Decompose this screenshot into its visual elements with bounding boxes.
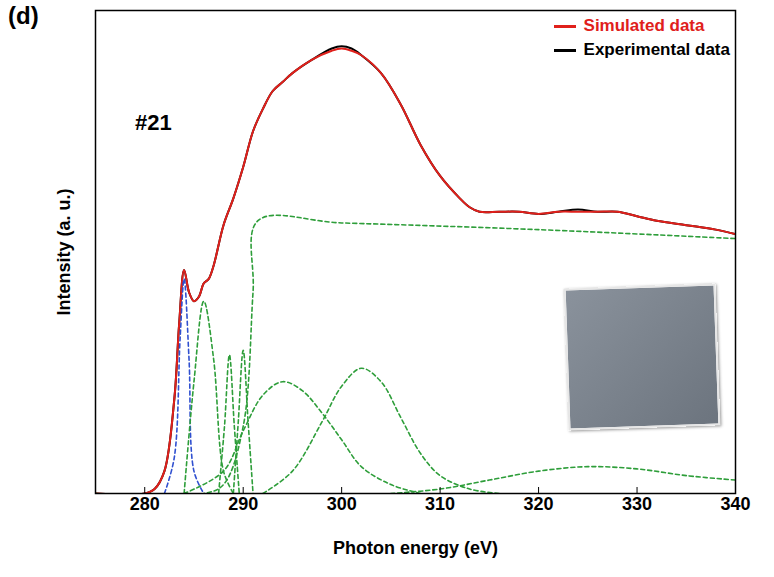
html-text:#21: #21: [135, 110, 172, 135]
html-text:Simulated data: Simulated data: [583, 16, 705, 35]
svg-text:310: 310: [425, 494, 455, 514]
html-text:(d): (d): [8, 2, 39, 29]
svg-text:330: 330: [622, 494, 652, 514]
svg-text:280: 280: [130, 494, 160, 514]
svg-text:Photon energy (eV): Photon energy (eV): [333, 538, 498, 558]
svg-text:Intensity (a. u.): Intensity (a. u.): [54, 188, 74, 315]
html-text:Experimental data: Experimental data: [583, 40, 730, 59]
svg-text:290: 290: [228, 494, 258, 514]
svg-text:340: 340: [720, 494, 750, 514]
svg-text:300: 300: [327, 494, 357, 514]
svg-text:320: 320: [524, 494, 554, 514]
